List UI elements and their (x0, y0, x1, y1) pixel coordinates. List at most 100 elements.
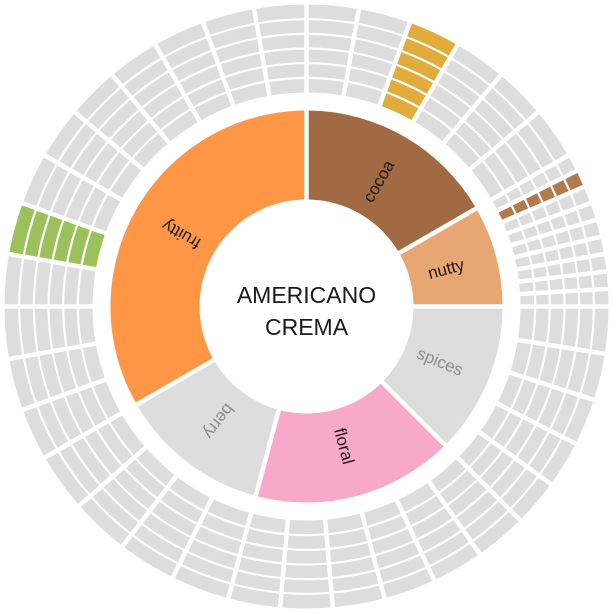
outer-stripe (576, 276, 580, 289)
outer-stripe (463, 499, 499, 530)
outer-stripe (510, 476, 539, 509)
outer-stripe (284, 577, 329, 581)
outer-stripe (66, 350, 79, 389)
outer-stripe (134, 457, 167, 488)
outer-stripe (406, 36, 449, 58)
outer-stripe (160, 108, 192, 132)
outer-stripe (429, 542, 471, 567)
outer-stripe (18, 308, 25, 355)
outer-stripe (479, 450, 504, 479)
outer-stripe (493, 150, 518, 184)
outer-stripe (287, 547, 326, 551)
outer-stripe (200, 524, 243, 543)
outer-stripe (22, 358, 37, 404)
outer-stripe (285, 562, 328, 566)
outer-stripe (355, 37, 399, 51)
outer-segment-cocoa-3 (381, 23, 456, 121)
center-title-line1: AMERICANO (237, 282, 376, 308)
outer-stripe (547, 279, 551, 291)
outer-stripe (534, 224, 541, 236)
outer-stripe (374, 540, 415, 557)
outer-stripe (551, 348, 563, 385)
outer-stripe (516, 217, 522, 228)
outer-stripe (438, 468, 468, 494)
outer-stripe (536, 387, 553, 423)
center-circle (199, 199, 414, 414)
outer-stripe (370, 526, 409, 543)
outer-stripe (258, 18, 305, 25)
outer-stripe (70, 132, 98, 169)
outer-stripe (517, 185, 525, 197)
outer-stripe (585, 242, 591, 255)
outer-stripe (66, 224, 79, 263)
outer-stripe (559, 263, 564, 275)
outer-stripe (83, 141, 109, 177)
outer-stripe (436, 83, 472, 109)
outer-stripe (560, 308, 566, 346)
outer-stripe (332, 569, 376, 580)
outer-stripe (77, 391, 96, 428)
outer-stripe (109, 109, 140, 140)
outer-stripe (47, 263, 54, 305)
outer-stripe (209, 22, 255, 37)
outer-stripe (193, 91, 228, 109)
outer-stripe (95, 429, 124, 467)
outer-stripe (451, 57, 491, 86)
outer-stripe (579, 353, 592, 394)
outer-stripe (141, 83, 177, 109)
outer-stripe (520, 229, 527, 240)
outer-stripe (347, 80, 384, 93)
outer-stripe (63, 178, 84, 217)
outer-stripe (571, 245, 576, 258)
outer-stripe (76, 268, 83, 305)
outer-stripe (527, 431, 550, 466)
outer-stripe (378, 553, 421, 571)
outer-stripe (288, 533, 325, 537)
outer-stripe (482, 98, 515, 131)
outer-stripe (180, 564, 231, 585)
outer-stripe (132, 70, 169, 98)
outer-stripe (492, 86, 527, 121)
outer-stripe (561, 278, 566, 290)
outer-stripe (91, 193, 109, 228)
outer-stripe (539, 238, 544, 249)
outer-stripe (112, 477, 149, 511)
outer-stripe (308, 47, 350, 54)
outer-stripe (171, 49, 212, 71)
outer-stripe (36, 164, 58, 207)
outer-stripe (167, 488, 205, 512)
outer-stripe (352, 51, 394, 65)
outer-stripe (224, 66, 263, 79)
outer-segment-fruitty-6 (23, 157, 121, 232)
outer-stripe (421, 108, 453, 132)
outer-stripe (524, 242, 530, 253)
outer-stripe (233, 583, 280, 594)
outer-stripe (159, 499, 198, 525)
outer-stripe (515, 132, 543, 169)
outer-stripe (575, 308, 581, 348)
outer-stripe (429, 95, 463, 120)
outer-stripe (401, 49, 442, 71)
outer-stripe (542, 251, 547, 263)
outer-stripe (468, 441, 492, 468)
outer-stripe (410, 505, 446, 528)
outer-stripe (241, 555, 283, 565)
outer-stripe (563, 178, 571, 192)
outer-ring (4, 4, 609, 609)
outer-stripe (283, 591, 330, 595)
outer-stripe (187, 550, 235, 571)
outer-stripe (49, 171, 71, 212)
outer-segment-spices-4 (480, 405, 575, 483)
outer-stripe (237, 569, 281, 580)
outer-stripe (591, 275, 595, 288)
outer-stripe (396, 63, 435, 84)
outer-stripe (570, 194, 577, 207)
outer-stripe (515, 424, 537, 458)
outer-stripe (565, 350, 577, 390)
outer-segment-fruitty-10 (157, 23, 232, 121)
outer-stripe (86, 86, 121, 121)
outer-segment-berry-1 (174, 499, 249, 598)
outer-stripe (350, 66, 389, 79)
outer-stripe (32, 308, 39, 353)
outer-stripe (588, 258, 593, 272)
